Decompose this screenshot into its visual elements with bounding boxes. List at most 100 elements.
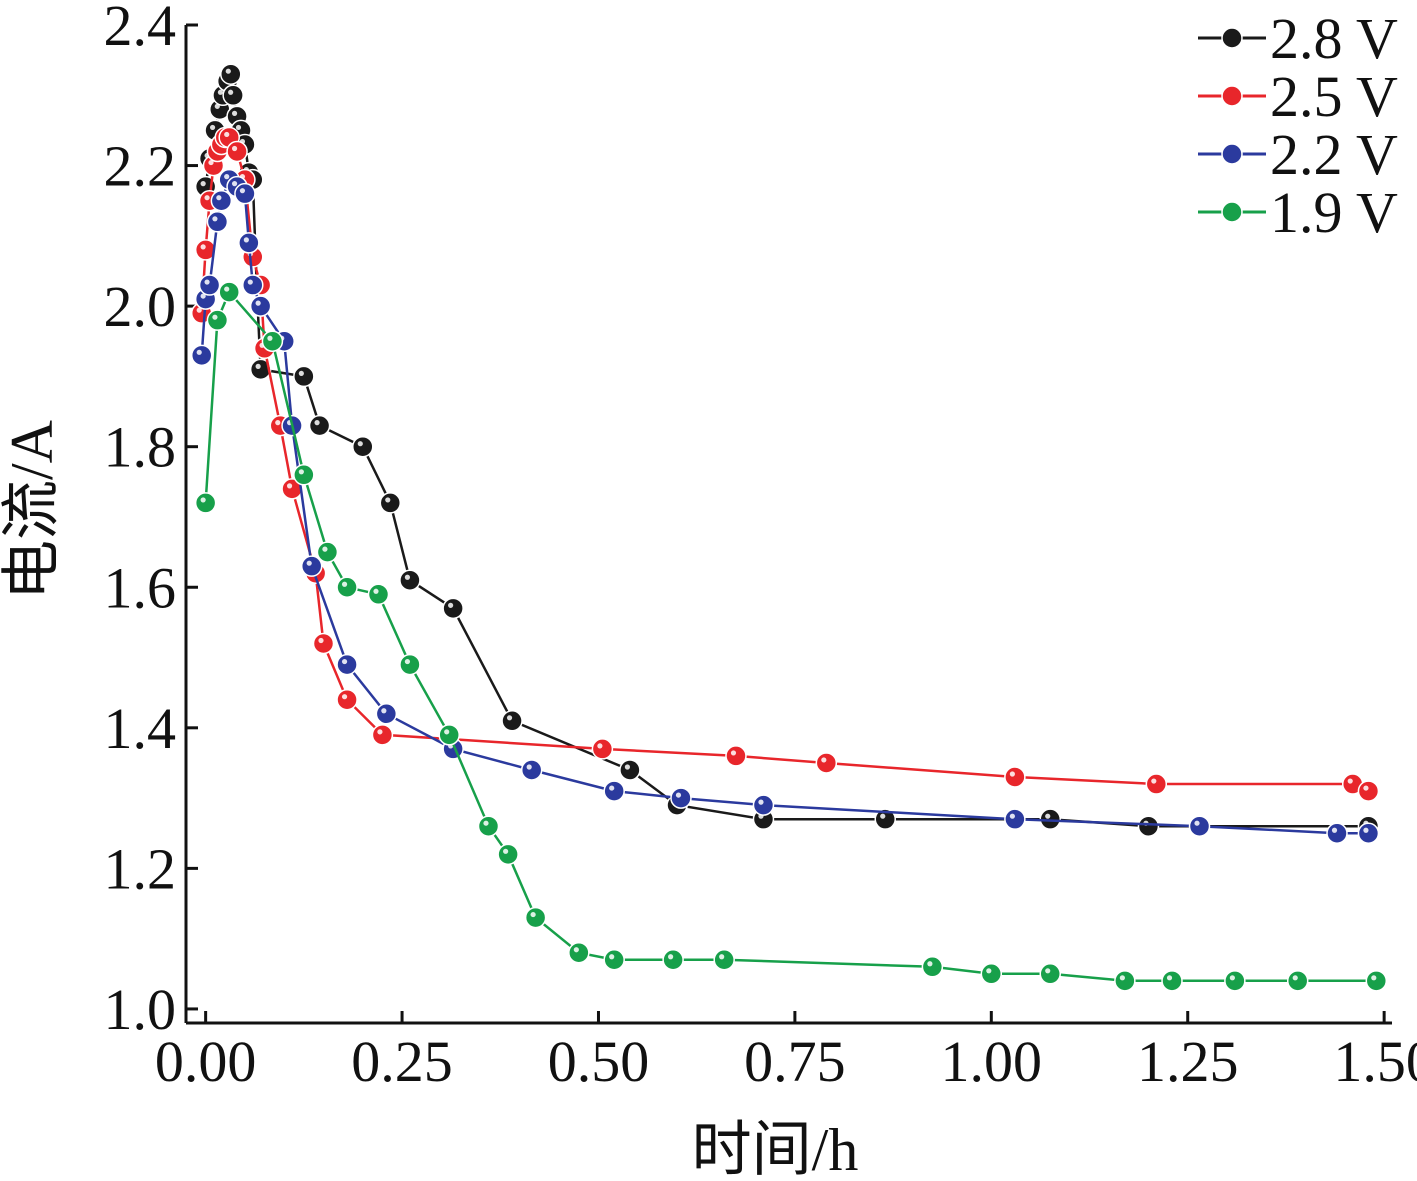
data-point-highlight <box>224 286 230 292</box>
series-0 <box>194 63 1380 837</box>
data-point-highlight <box>200 181 206 187</box>
data-point <box>293 464 315 486</box>
data-point <box>1039 963 1061 985</box>
data-point <box>568 941 590 964</box>
data-point-highlight <box>404 574 411 580</box>
data-point-highlight <box>209 124 216 131</box>
data-point-highlight <box>1229 975 1235 981</box>
data-point <box>206 309 229 331</box>
legend-marker <box>1221 143 1243 165</box>
data-point-highlight <box>483 820 489 826</box>
data-point-highlight <box>318 637 324 644</box>
x-ticks: 0.00 0.25 0.50 0.75 1.00 1.25 1.50 <box>155 1011 1417 1094</box>
legend-marker <box>1221 85 1243 107</box>
data-point-highlight <box>267 335 273 341</box>
data-point <box>249 358 272 381</box>
legend-label: 2.8 V <box>1270 6 1398 71</box>
data-point-highlight <box>1331 827 1338 833</box>
data-point <box>980 963 1003 985</box>
data-point-highlight <box>306 560 312 566</box>
data-point-highlight <box>927 961 933 967</box>
legend-label: 2.5 V <box>1270 64 1398 129</box>
data-point-highlight <box>1194 820 1200 826</box>
data-point-highlight <box>231 181 238 187</box>
data-point <box>352 435 374 458</box>
legend-item: 2.5 V <box>1198 64 1398 129</box>
data-point-highlight <box>341 658 348 665</box>
data-point <box>1357 822 1380 844</box>
data-point-highlight <box>1166 975 1173 981</box>
data-point-highlight <box>247 279 253 285</box>
data-point-highlight <box>880 813 886 819</box>
y-tick-label: 2.0 <box>104 274 177 339</box>
data-point <box>222 84 244 107</box>
legend-marker <box>1221 27 1243 49</box>
data-point <box>603 948 625 971</box>
x-tick-label: 1.25 <box>1137 1029 1239 1094</box>
data-point <box>293 365 315 388</box>
data-point <box>1357 780 1380 802</box>
series-line <box>204 289 1377 983</box>
data-point-highlight <box>624 764 631 770</box>
data-point-highlight <box>526 764 532 770</box>
data-point <box>1114 970 1136 992</box>
data-point-highlight <box>224 174 230 180</box>
data-point-highlight <box>1045 813 1051 819</box>
y-tick-label: 2.2 <box>104 134 177 199</box>
data-point-highlight <box>373 588 379 594</box>
data-point <box>591 738 614 760</box>
data-point <box>336 653 358 676</box>
data-point-highlight <box>609 785 615 791</box>
y-tick-label: 1.2 <box>104 836 177 901</box>
data-point <box>497 843 519 866</box>
data-point-highlight <box>668 954 674 960</box>
data-point <box>194 239 217 261</box>
data-point <box>603 780 625 802</box>
data-point-highlight <box>506 715 513 721</box>
data-point-highlight <box>597 743 603 749</box>
data-point <box>220 63 242 85</box>
y-tick-label: 1.0 <box>104 977 177 1042</box>
data-point-highlight <box>208 159 214 166</box>
data-point-highlight <box>200 244 206 250</box>
data-point-highlight <box>228 89 234 95</box>
y-tick-label: 1.4 <box>104 696 177 761</box>
data-point-highlight <box>217 89 224 95</box>
data-point-highlight <box>196 307 202 313</box>
data-point-highlight <box>322 546 328 552</box>
x-tick-label: 1.50 <box>1333 1029 1417 1094</box>
data-point-highlight <box>503 848 509 854</box>
data-point <box>210 189 233 212</box>
data-point-highlight <box>255 300 261 306</box>
data-point-highlight <box>286 483 293 489</box>
y-tick-label: 1.8 <box>104 415 177 480</box>
data-point-highlight <box>1009 771 1015 777</box>
data-point <box>336 576 358 599</box>
x-tick-label: 0.00 <box>155 1029 257 1094</box>
data-point-highlight <box>298 370 304 377</box>
data-point <box>300 555 323 577</box>
y-tick-label: 2.4 <box>104 0 177 58</box>
data-point <box>477 815 500 837</box>
legend-item: 1.9 V <box>1198 180 1398 245</box>
data-point-highlight <box>212 314 218 320</box>
x-tick-label: 1.00 <box>941 1029 1043 1094</box>
data-point-highlight <box>377 729 383 735</box>
data-point-highlight <box>235 124 242 131</box>
data-point-highlight <box>231 110 238 116</box>
data-point-highlight <box>730 750 737 756</box>
legend-label: 2.2 V <box>1270 122 1398 187</box>
data-point-highlight <box>357 441 363 447</box>
data-point <box>375 703 398 725</box>
legend-marker <box>1221 201 1243 223</box>
legend-label: 1.9 V <box>1270 180 1398 245</box>
legend: 2.8 V2.5 V2.2 V1.9 V <box>1198 6 1398 245</box>
data-point-highlight <box>719 954 725 960</box>
data-point-highlight <box>341 694 348 700</box>
data-point-highlight <box>224 131 230 138</box>
data-point <box>238 232 260 254</box>
data-point <box>1188 815 1211 837</box>
data-point-highlight <box>200 497 206 503</box>
series-layer <box>190 63 1388 992</box>
